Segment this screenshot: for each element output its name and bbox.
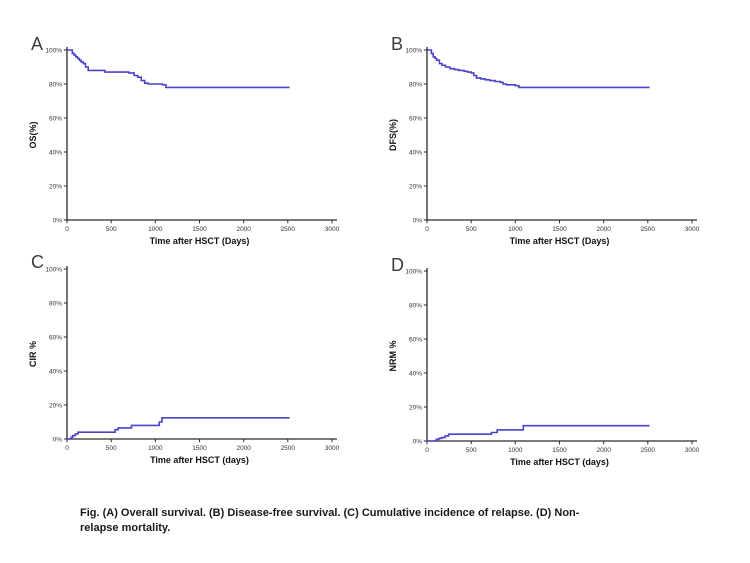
panel-a-label: A (31, 34, 44, 54)
panel-b-label: B (391, 34, 404, 54)
y-tick-label: 80% (49, 81, 62, 88)
y-tick-label: 40% (409, 149, 422, 156)
y-tick-label: 40% (409, 370, 422, 377)
x-tick-label: 0 (425, 226, 429, 233)
y-tick-label: 40% (49, 149, 62, 156)
y-axis-title: CIR % (28, 341, 38, 367)
x-tick-label: 2500 (281, 226, 296, 233)
y-axis-title: OS(%) (28, 121, 38, 148)
figure-caption-line-1: Fig. (A) Overall survival. (B) Disease-f… (80, 507, 580, 519)
y-axis-title: DFS(%) (388, 119, 398, 151)
y-tick-label: 100% (405, 47, 422, 54)
y-tick-label: 80% (49, 300, 62, 307)
figure-caption: Fig. (A) Overall survival. (B) Disease-f… (80, 506, 705, 536)
x-tick-label: 1500 (192, 226, 207, 233)
y-tick-label: 100% (405, 268, 422, 275)
y-tick-label: 60% (49, 334, 62, 341)
x-tick-label: 2500 (281, 445, 296, 452)
x-tick-label: 1000 (508, 226, 523, 233)
panel-c-label: C (31, 252, 44, 272)
x-tick-label: 500 (466, 447, 477, 454)
x-tick-label: 0 (425, 447, 429, 454)
x-tick-label: 3000 (685, 226, 700, 233)
x-tick-label: 2500 (641, 226, 656, 233)
x-tick-label: 1000 (148, 445, 163, 452)
y-tick-label: 0% (413, 438, 423, 445)
x-tick-label: 2000 (596, 447, 611, 454)
survival-curve (67, 49, 290, 89)
x-tick-label: 1000 (148, 226, 163, 233)
x-tick-label: 2500 (641, 447, 656, 454)
cumulative-incidence-relapse-chart: 0 500 1000 1500 2000 2500 3000 0% 20% 40% 60% 80% 10… (28, 266, 340, 465)
x-tick-label: 3000 (325, 445, 340, 452)
survival-curve (427, 49, 650, 89)
y-tick-label: 40% (49, 368, 62, 375)
x-tick-label: 2000 (596, 226, 611, 233)
x-axis-title: Time after HSCT (days) (510, 457, 609, 467)
x-tick-label: 2000 (236, 226, 251, 233)
disease-free-survival-chart: 0 500 1000 1500 2000 2500 3000 0% 20% 40% 60% 80% 10… (388, 47, 700, 246)
x-tick-label: 500 (466, 226, 477, 233)
x-tick-label: 500 (106, 445, 117, 452)
x-tick-label: 500 (106, 226, 117, 233)
x-tick-label: 1500 (552, 226, 567, 233)
x-tick-label: 1000 (508, 447, 523, 454)
y-axis-title: NRM % (388, 341, 398, 372)
non-relapse-mortality-chart: 0 500 1000 1500 2000 2500 3000 0% 20% 40% 60% 80% 10… (388, 268, 700, 467)
figure-caption-line-2: relapse mortality. (80, 522, 171, 534)
x-tick-label: 2000 (236, 445, 251, 452)
y-tick-label: 20% (409, 404, 422, 411)
y-tick-label: 80% (409, 81, 422, 88)
y-tick-label: 20% (49, 183, 62, 190)
y-tick-label: 100% (45, 266, 62, 273)
y-tick-label: 60% (409, 336, 422, 343)
survival-curve (427, 424, 650, 442)
x-axis-title: Time after HSCT (Days) (510, 236, 610, 246)
x-axis-title: Time after HSCT (days) (150, 455, 249, 465)
panel-d-label: D (391, 255, 404, 275)
y-tick-label: 0% (53, 217, 63, 224)
x-tick-label: 3000 (325, 226, 340, 233)
x-tick-label: 0 (65, 445, 69, 452)
y-tick-label: 0% (413, 217, 423, 224)
y-tick-label: 20% (409, 183, 422, 190)
x-tick-label: 3000 (685, 447, 700, 454)
x-tick-label: 1500 (552, 447, 567, 454)
survival-curve (67, 417, 290, 440)
x-axis-title: Time after HSCT (Days) (150, 236, 250, 246)
y-tick-label: 20% (49, 402, 62, 409)
y-tick-label: 60% (49, 115, 62, 122)
y-tick-label: 80% (409, 302, 422, 309)
y-tick-label: 0% (53, 436, 63, 443)
x-tick-label: 0 (65, 226, 69, 233)
y-tick-label: 60% (409, 115, 422, 122)
y-tick-label: 100% (45, 47, 62, 54)
overall-survival-chart: 0 500 1000 1500 2000 2500 3000 0% 20% 40% 60% 80% 10… (28, 47, 340, 246)
x-tick-label: 1500 (192, 445, 207, 452)
